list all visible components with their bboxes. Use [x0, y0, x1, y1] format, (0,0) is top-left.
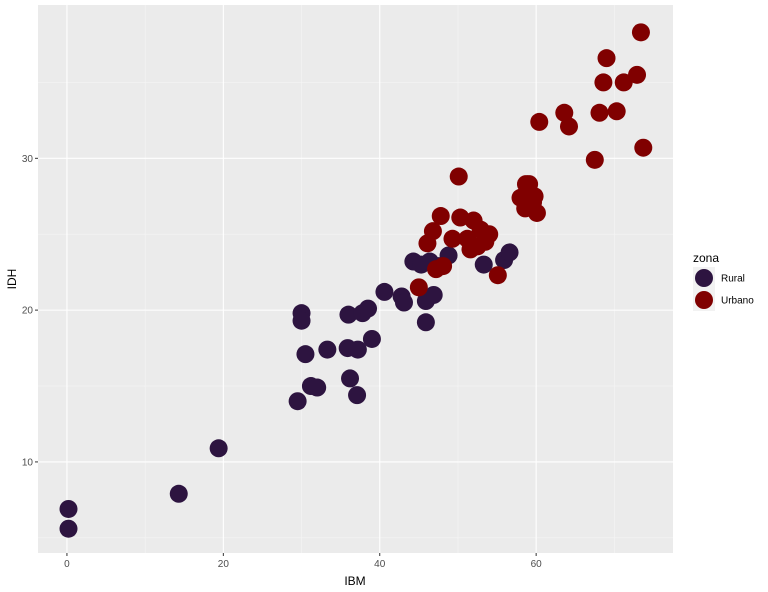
- data-point-urbano: [443, 229, 462, 248]
- data-point-rural: [318, 340, 337, 359]
- data-point-rural: [296, 345, 315, 364]
- data-point-urbano: [434, 257, 453, 276]
- data-point-urbano: [488, 266, 507, 285]
- data-point-rural: [500, 243, 519, 262]
- data-point-urbano: [590, 103, 609, 122]
- data-point-rural: [348, 386, 367, 405]
- data-point-rural: [59, 499, 78, 518]
- data-point-urbano: [559, 117, 578, 136]
- data-point-rural: [341, 369, 360, 388]
- legend-key-rural: [695, 269, 713, 287]
- data-point-urbano: [555, 103, 574, 122]
- data-points: [59, 23, 653, 538]
- data-point-rural: [416, 313, 435, 332]
- legend-label-rural: Rural: [721, 274, 745, 285]
- x-tick-labels: 0 20 40 60: [64, 559, 542, 570]
- x-tick-label: 20: [218, 559, 230, 570]
- data-point-urbano: [634, 138, 653, 157]
- x-tick-label: 0: [64, 559, 70, 570]
- data-point-urbano: [525, 187, 544, 206]
- data-point-rural: [339, 305, 358, 324]
- y-tick-label: 30: [22, 154, 34, 165]
- data-point-rural: [394, 293, 413, 312]
- minor-gridlines: [38, 5, 673, 553]
- data-point-rural: [292, 311, 311, 330]
- data-point-rural: [59, 519, 78, 538]
- data-point-urbano: [431, 207, 450, 226]
- data-point-urbano: [449, 167, 468, 186]
- x-tick-label: 60: [531, 559, 543, 570]
- legend-items: Rural Urbano: [693, 267, 754, 311]
- data-point-urbano: [409, 278, 428, 297]
- data-point-urbano: [597, 49, 616, 68]
- data-point-rural: [209, 439, 228, 458]
- data-point-urbano: [480, 225, 499, 244]
- data-point-urbano: [631, 23, 650, 42]
- x-tick-label: 40: [374, 559, 386, 570]
- data-point-urbano: [527, 203, 546, 222]
- y-tick-label: 10: [22, 457, 34, 468]
- data-point-rural: [348, 340, 367, 359]
- y-tick-label: 20: [22, 306, 34, 317]
- legend-key-urbano: [695, 291, 713, 309]
- data-point-urbano: [614, 73, 633, 92]
- data-point-rural: [169, 484, 188, 503]
- y-tick-labels: 10 20 30: [22, 154, 34, 469]
- data-point-rural: [474, 255, 493, 274]
- data-point-urbano: [594, 73, 613, 92]
- data-point-rural: [375, 282, 394, 301]
- data-point-rural: [359, 299, 378, 318]
- axis-ticks: [35, 157, 537, 556]
- data-point-urbano: [530, 112, 549, 131]
- x-axis-title: IBM: [344, 574, 365, 588]
- data-point-urbano: [607, 102, 626, 121]
- data-point-rural: [362, 329, 381, 348]
- data-point-rural: [288, 392, 307, 411]
- legend: zona Rural Urbano: [693, 251, 754, 311]
- data-point-urbano: [628, 65, 647, 84]
- data-point-urbano: [423, 222, 442, 241]
- plot-panel: [38, 5, 673, 553]
- legend-title: zona: [693, 251, 719, 265]
- y-axis-title: IDH: [5, 269, 19, 290]
- data-point-urbano: [585, 150, 604, 169]
- data-point-rural: [308, 378, 327, 397]
- legend-label-urbano: Urbano: [721, 296, 754, 307]
- data-point-rural: [424, 285, 443, 304]
